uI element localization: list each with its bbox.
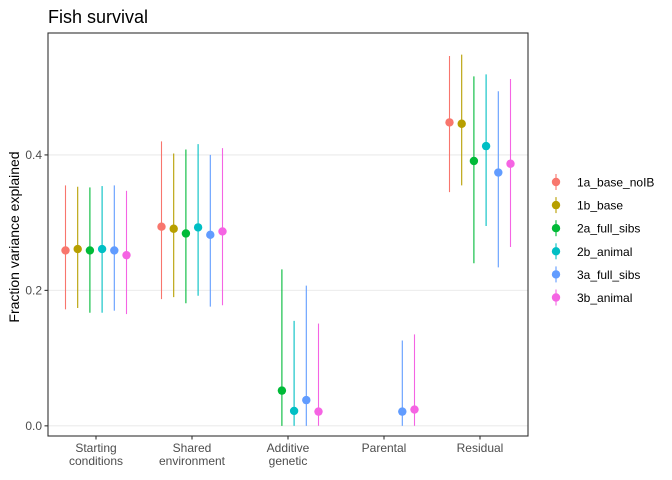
data-point	[122, 250, 131, 260]
y-axis-title: Fraction variance explained	[6, 151, 22, 322]
legend-label: 2b_animal	[577, 245, 632, 259]
data-point	[73, 244, 82, 254]
legend-label: 1b_base	[577, 199, 623, 213]
legend-item: 2a_full_sibs	[551, 220, 640, 237]
data-point	[398, 407, 407, 416]
series-1b_base	[73, 54, 466, 308]
legend-label: 1a_base_noIB	[577, 176, 654, 190]
data-point	[410, 405, 419, 414]
data-point	[218, 227, 227, 236]
series-2b_animal	[97, 74, 491, 426]
x-tick-label: Shared environment	[159, 441, 226, 468]
data-point	[181, 229, 191, 238]
data-point	[206, 230, 215, 240]
legend-key-point	[551, 293, 561, 302]
legend-item: 3b_animal	[551, 289, 632, 306]
data-point	[481, 141, 491, 151]
chart-title: Fish survival	[48, 7, 148, 27]
x-tick-label: Parental	[362, 441, 407, 455]
series-2a_full_sibs	[85, 76, 479, 426]
data-point	[494, 168, 503, 177]
data-point	[97, 244, 107, 254]
data-point	[457, 119, 466, 128]
data-point	[61, 246, 70, 255]
data-layer	[61, 54, 515, 426]
x-tick-label: Residual	[457, 441, 504, 455]
data-point	[85, 246, 95, 255]
legend-key-point	[551, 224, 561, 233]
data-point	[157, 222, 166, 231]
legend-label: 3a_full_sibs	[577, 268, 640, 282]
legend: 1a_base_noIB 1b_base 2a_full_sibs 2b_animal…	[551, 174, 654, 306]
plot-area	[47, 32, 529, 437]
data-point	[193, 223, 203, 232]
y-tick-label: 0.4	[25, 148, 42, 162]
x-tick-label: Starting conditions	[69, 441, 123, 468]
x-axis: Starting conditions Shared environment Addit…	[69, 436, 503, 468]
legend-key-point	[551, 247, 561, 256]
legend-label: 2a_full_sibs	[577, 222, 640, 236]
legend-key-point	[551, 177, 561, 187]
series-3b_animal	[122, 79, 515, 426]
y-tick-label: 0.0	[25, 419, 42, 433]
legend-label: 3b_animal	[577, 291, 632, 305]
legend-item: 1a_base_noIB	[551, 174, 654, 190]
legend-key-point	[551, 200, 561, 210]
legend-key-point	[551, 270, 561, 279]
data-point	[169, 224, 178, 233]
data-point	[277, 386, 287, 395]
y-tick-label: 0.2	[25, 283, 42, 297]
x-tick-label: Additive genetic	[267, 441, 310, 468]
legend-item: 2b_animal	[551, 243, 632, 260]
data-point	[302, 395, 311, 405]
series-3a_full_sibs	[110, 91, 503, 426]
panel-background	[48, 33, 528, 436]
legend-item: 3a_full_sibs	[551, 266, 640, 283]
legend-item: 1b_base	[551, 197, 623, 214]
data-point	[469, 156, 479, 166]
data-point	[314, 407, 323, 416]
data-point	[110, 246, 119, 255]
y-axis: 0.0 0.2 0.4	[25, 148, 48, 433]
series-1a_base_noIB	[61, 56, 454, 310]
data-point	[445, 118, 454, 127]
data-point	[506, 159, 515, 168]
data-point	[289, 406, 299, 416]
grid-lines	[48, 154, 528, 427]
